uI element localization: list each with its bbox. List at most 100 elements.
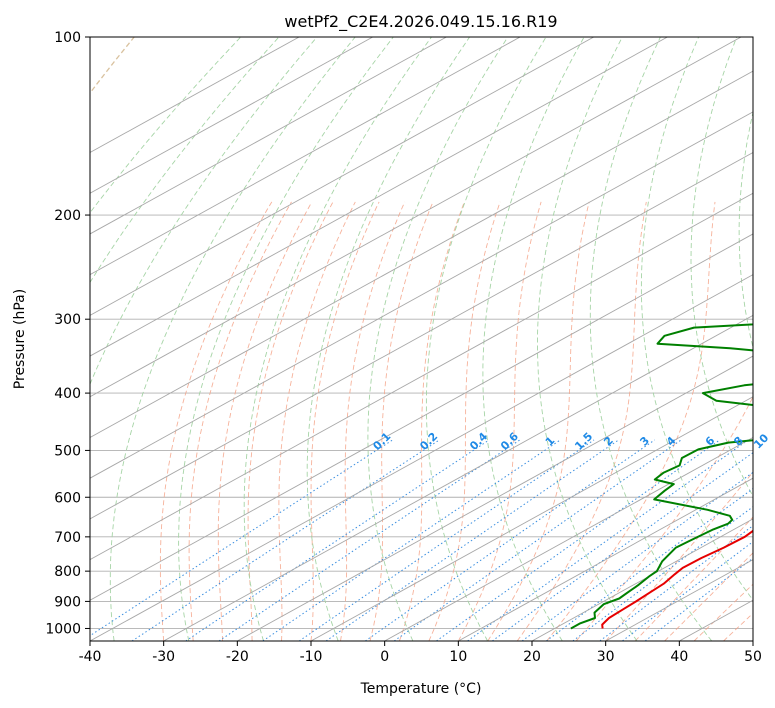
moist-adiabat-line	[546, 201, 716, 641]
y-tick-label: 900	[54, 594, 81, 610]
mixing-ratio-label: 4	[664, 434, 679, 449]
moist-adiabat-line	[516, 201, 647, 641]
mixing-ratio-line	[572, 506, 753, 641]
mixing-ratio-line	[521, 471, 753, 641]
y-tick-label: 800	[54, 564, 81, 580]
moist-adiabat-line	[310, 201, 380, 641]
mixing-ratio-label: 1	[543, 434, 558, 449]
dry-adiabat-line	[90, 37, 280, 284]
moist-adiabat-line	[369, 201, 434, 641]
mixing-ratio-line	[545, 487, 753, 641]
x-tick-label: -40	[79, 649, 102, 665]
mixing-ratio-label: 0.1	[370, 430, 393, 453]
isotherm-line	[90, 111, 753, 479]
y-tick-label: 200	[54, 208, 81, 224]
mixing-ratio-line	[393, 439, 682, 641]
mixing-ratio-label: 1.5	[572, 430, 595, 453]
y-axis-label: Pressure (hPa)	[12, 289, 28, 389]
isotherm-line	[90, 37, 521, 276]
dry-adiabat-line	[367, 37, 509, 641]
profiles	[570, 323, 753, 630]
isotherm-line	[90, 233, 753, 601]
isotherm-line	[163, 314, 753, 641]
y-tick-label: 500	[54, 443, 81, 459]
x-tick-label: 10	[449, 649, 467, 665]
moist-adiabat-line	[278, 201, 356, 641]
mixing-ratio-line	[599, 525, 753, 641]
mixing-ratio-line	[491, 452, 753, 641]
mixing-ratio-label: 0.6	[498, 430, 521, 453]
y-tick-label: 700	[54, 530, 81, 546]
mixing-ratio-label: 2	[601, 434, 616, 449]
isotherm-line	[90, 192, 753, 561]
isotherm-line	[752, 640, 753, 641]
mixing-ratio-lines	[90, 439, 753, 641]
isotherm-line	[384, 436, 753, 641]
y-tick-label: 1000	[45, 621, 81, 637]
moist-adiabat-line	[634, 516, 753, 641]
dewpoint-line	[570, 323, 753, 630]
moist-adiabat-line	[487, 201, 590, 641]
dry-adiabat-line	[90, 37, 318, 386]
moist-adiabat-line	[575, 395, 753, 641]
y-axis-ticks: 100 200 300 400 500 600 700 800 900 1000	[45, 30, 90, 637]
isotherm-line	[90, 37, 668, 357]
moist-adiabat-line	[340, 201, 406, 641]
x-tick-label: -10	[300, 649, 323, 665]
moist-adiabat-line	[428, 201, 501, 641]
mixing-ratio-line	[185, 439, 490, 641]
mixing-ratio-label: 10	[751, 431, 771, 451]
isotherm-line	[310, 396, 753, 641]
mixing-ratio-line	[90, 439, 393, 637]
isotherm-line	[90, 70, 753, 438]
x-tick-label: 40	[670, 649, 688, 665]
mixing-ratio-label: 0.4	[467, 430, 490, 453]
isotherm-line	[90, 37, 742, 398]
y-tick-label: 600	[54, 490, 81, 506]
dry-adiabat-line	[640, 37, 753, 601]
x-tick-label: 20	[523, 649, 541, 665]
isotherm-line	[90, 37, 594, 316]
isotherm-line	[531, 518, 753, 641]
moist-adiabat-line	[664, 552, 753, 641]
mixing-ratio-label: 3	[637, 434, 652, 449]
plot-frame	[89, 36, 754, 642]
x-tick-label: 30	[597, 649, 615, 665]
temperature-line	[601, 529, 753, 629]
x-axis-ticks: -40 -30 -20 -10 0 10 20 30 40 50	[79, 641, 762, 665]
dry-adiabat-line	[537, 37, 638, 641]
dry-adiabat-line	[178, 37, 394, 641]
chart-title: wetPf2_C2E4.2026.049.15.16.R19	[284, 12, 557, 32]
moist-adiabat-line	[693, 583, 753, 641]
mixing-ratio-line	[467, 439, 749, 641]
isotherm-line	[90, 152, 753, 520]
dry-adiabat-line	[690, 37, 753, 498]
y-tick-label: 100	[54, 30, 81, 46]
mixing-ratio-line	[131, 439, 440, 641]
moist-adiabat-line	[398, 201, 465, 641]
dry-adiabats	[90, 37, 753, 641]
dry-adiabat-line	[306, 37, 470, 641]
moist-adiabat-line	[217, 201, 313, 641]
dry-adiabat-line	[738, 110, 753, 350]
dry-adiabat-line	[109, 37, 356, 641]
x-tick-label: 50	[744, 649, 762, 665]
isotherm-line	[237, 355, 753, 641]
isotherm-line	[90, 37, 300, 154]
x-tick-label: 0	[380, 649, 389, 665]
dry-adiabat-line	[243, 37, 432, 641]
mixing-ratio-line	[622, 541, 753, 641]
y-tick-label: 400	[54, 386, 81, 402]
moist-adiabat-line	[247, 201, 334, 641]
x-axis-label: Temperature (°C)	[360, 681, 482, 697]
mixing-ratio-line	[298, 439, 595, 641]
isotherm-line	[679, 599, 753, 641]
y-tick-label: 300	[54, 312, 81, 328]
moist-adiabat-line	[605, 471, 753, 641]
mixing-ratio-label: 8	[731, 434, 746, 449]
moist-adiabat-line	[457, 201, 542, 641]
isotherm-line	[90, 274, 753, 641]
dry-adiabat-line	[425, 37, 547, 641]
x-tick-label: -30	[152, 649, 175, 665]
